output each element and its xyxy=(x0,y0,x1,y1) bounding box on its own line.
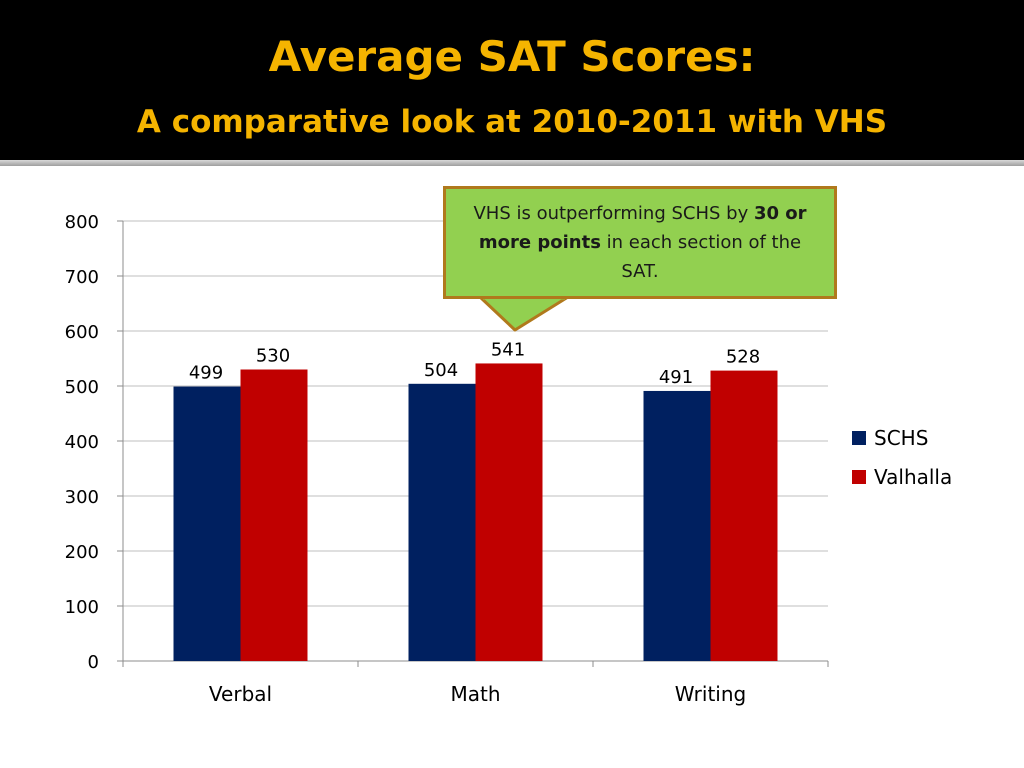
legend-swatch-valhalla xyxy=(852,470,866,484)
data-label: 504 xyxy=(424,360,458,381)
y-tick-label: 600 xyxy=(65,322,99,343)
bar-schs xyxy=(173,386,241,661)
callout-text-emphasis: 30 or more points xyxy=(478,203,807,253)
bar-valhalla xyxy=(475,363,543,661)
legend-swatch-schs xyxy=(852,431,866,445)
bar-valhalla xyxy=(240,369,308,661)
y-tick-label: 500 xyxy=(65,377,99,398)
data-label: 499 xyxy=(189,363,223,384)
y-tick-label: 100 xyxy=(65,597,99,618)
callout-box: VHS is outperforming SCHS by 30 or more … xyxy=(443,186,837,299)
callout-text-end: in each section of the SAT. xyxy=(600,232,802,282)
x-category-label: Verbal xyxy=(209,682,272,706)
data-label: 528 xyxy=(726,347,760,368)
bar-schs xyxy=(643,390,711,661)
header-divider xyxy=(0,160,1024,166)
bar-schs xyxy=(408,383,476,661)
slide-subtitle: A comparative look at 2010-2011 with VHS xyxy=(136,104,888,140)
x-category-label: Writing xyxy=(675,682,746,706)
y-tick-label: 300 xyxy=(65,487,99,508)
legend-label-schs: SCHS xyxy=(874,426,928,450)
bar-valhalla xyxy=(710,370,778,661)
y-tick-label: 700 xyxy=(65,267,99,288)
y-tick-label: 200 xyxy=(65,542,99,563)
data-label: 541 xyxy=(491,339,525,360)
callout-text-start: VHS is outperforming SCHS by xyxy=(473,203,754,224)
y-tick-label: 0 xyxy=(88,652,99,673)
data-label: 530 xyxy=(256,346,290,367)
x-category-label: Math xyxy=(450,682,500,706)
y-tick-label: 400 xyxy=(65,432,99,453)
legend-label-valhalla: Valhalla xyxy=(874,465,952,489)
y-tick-label: 800 xyxy=(65,212,99,233)
slide-header: Average SAT Scores: A comparative look a… xyxy=(0,0,1024,160)
slide-title: Average SAT Scores: xyxy=(268,32,756,81)
data-label: 491 xyxy=(659,367,693,388)
